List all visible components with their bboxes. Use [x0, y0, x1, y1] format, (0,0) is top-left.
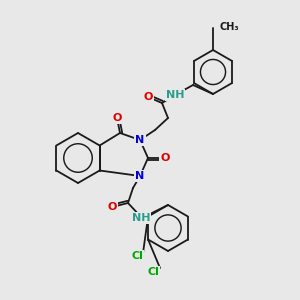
Text: NH: NH	[166, 90, 184, 100]
Text: O: O	[112, 113, 122, 123]
Text: CH₃: CH₃	[219, 22, 239, 32]
Text: O: O	[143, 92, 153, 102]
Text: Cl: Cl	[131, 251, 143, 261]
Text: N: N	[135, 135, 145, 145]
Text: NH: NH	[132, 213, 150, 223]
Text: O: O	[160, 153, 170, 163]
Text: Cl: Cl	[147, 267, 159, 277]
Text: N: N	[135, 171, 145, 181]
Text: O: O	[107, 202, 117, 212]
